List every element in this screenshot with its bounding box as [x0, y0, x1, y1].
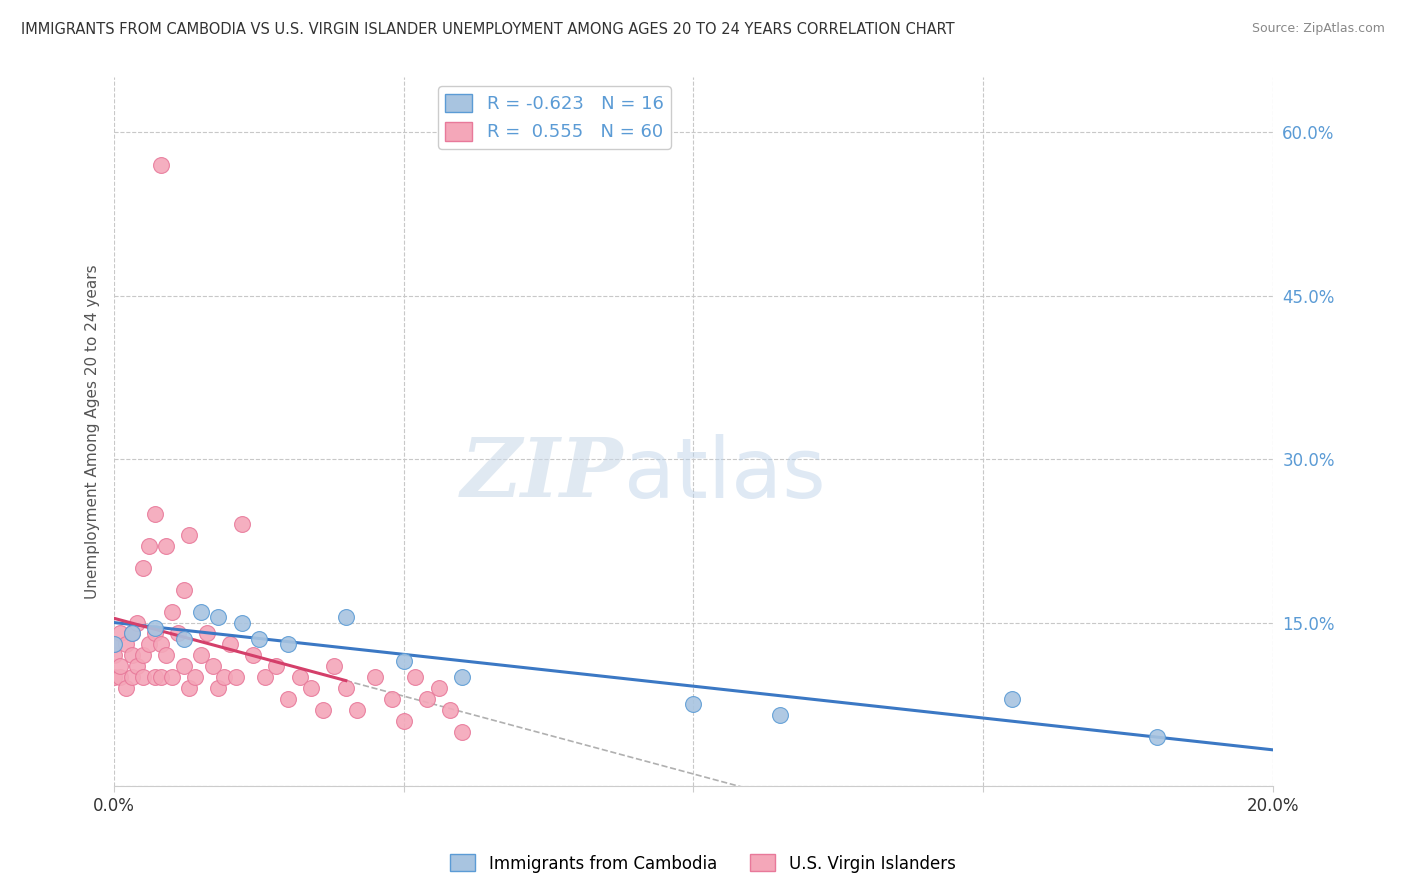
Point [108, 626, 131, 640]
Point [143, 670, 166, 684]
Point [335, 681, 357, 695]
Point [231, 615, 253, 630]
Point [450, 724, 472, 739]
Point [231, 517, 253, 532]
Text: ZIP: ZIP [461, 434, 624, 515]
Point [149, 158, 172, 172]
Point [450, 670, 472, 684]
Point [167, 626, 190, 640]
Point [160, 670, 183, 684]
Point [143, 621, 166, 635]
Legend: R = -0.623   N = 16, R =  0.555   N = 60: R = -0.623 N = 16, R = 0.555 N = 60 [437, 87, 671, 149]
Point [132, 670, 155, 684]
Point [103, 648, 125, 663]
Point [132, 648, 155, 663]
Point [184, 670, 207, 684]
Point [195, 626, 218, 640]
Point [201, 659, 224, 673]
Point [266, 659, 288, 673]
Point [108, 659, 131, 673]
Point [173, 582, 195, 597]
Point [404, 670, 426, 684]
Y-axis label: Unemployment Among Ages 20 to 24 years: Unemployment Among Ages 20 to 24 years [86, 265, 100, 599]
Point [160, 605, 183, 619]
Point [190, 605, 212, 619]
Point [219, 637, 242, 651]
Point [277, 692, 299, 706]
Point [381, 692, 404, 706]
Point [114, 681, 136, 695]
Point [173, 659, 195, 673]
Point [682, 698, 704, 712]
Point [149, 670, 172, 684]
Text: Source: ZipAtlas.com: Source: ZipAtlas.com [1251, 22, 1385, 36]
Point [242, 648, 264, 663]
Point [247, 632, 270, 646]
Point [127, 659, 149, 673]
Point [253, 670, 276, 684]
Point [416, 692, 439, 706]
Point [114, 637, 136, 651]
Point [392, 714, 415, 728]
Point [103, 670, 125, 684]
Point [346, 703, 368, 717]
Point [335, 610, 357, 624]
Point [207, 610, 229, 624]
Point [364, 670, 387, 684]
Text: IMMIGRANTS FROM CAMBODIA VS U.S. VIRGIN ISLANDER UNEMPLOYMENT AMONG AGES 20 TO 2: IMMIGRANTS FROM CAMBODIA VS U.S. VIRGIN … [21, 22, 955, 37]
Point [108, 670, 131, 684]
Point [138, 637, 160, 651]
Point [173, 632, 195, 646]
Point [132, 561, 155, 575]
Point [121, 670, 143, 684]
Point [143, 507, 166, 521]
Point [427, 681, 450, 695]
Point [769, 708, 792, 723]
Point [288, 670, 311, 684]
Point [212, 670, 235, 684]
Point [103, 637, 125, 651]
Point [179, 681, 201, 695]
Point [299, 681, 322, 695]
Point [225, 670, 247, 684]
Point [121, 626, 143, 640]
Point [155, 539, 177, 553]
Point [138, 539, 160, 553]
Point [127, 615, 149, 630]
Point [1146, 730, 1168, 744]
Point [155, 648, 177, 663]
Point [439, 703, 461, 717]
Point [143, 626, 166, 640]
Point [179, 528, 201, 542]
Point [323, 659, 346, 673]
Legend: Immigrants from Cambodia, U.S. Virgin Islanders: Immigrants from Cambodia, U.S. Virgin Is… [444, 847, 962, 880]
Point [277, 637, 299, 651]
Point [207, 681, 229, 695]
Point [190, 648, 212, 663]
Point [149, 637, 172, 651]
Point [312, 703, 335, 717]
Point [103, 637, 125, 651]
Point [1001, 692, 1024, 706]
Point [392, 654, 415, 668]
Text: atlas: atlas [624, 434, 825, 515]
Point [121, 626, 143, 640]
Point [121, 648, 143, 663]
